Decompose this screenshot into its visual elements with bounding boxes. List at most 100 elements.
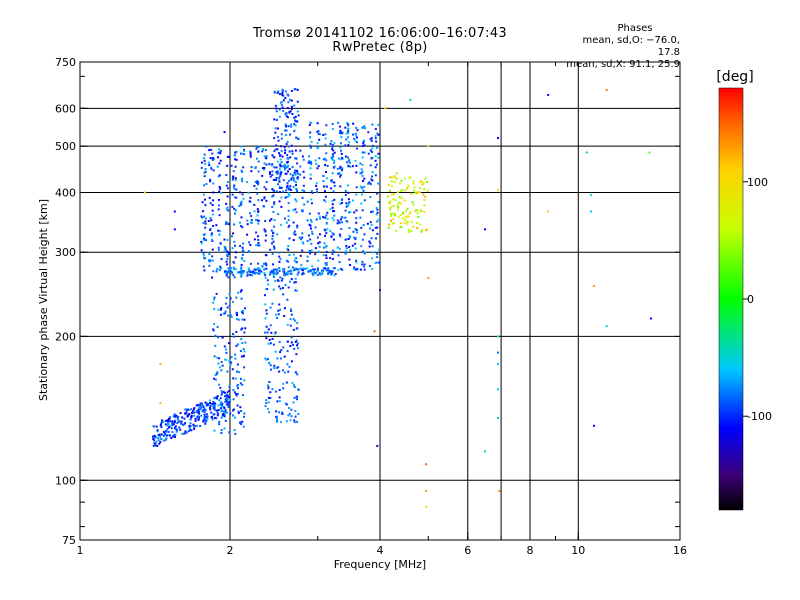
echo-point (224, 419, 227, 422)
echo-point (281, 92, 284, 95)
echo-point (340, 152, 343, 155)
echo-point (283, 270, 286, 273)
echo-point (412, 189, 415, 192)
echo-point (213, 417, 216, 420)
echo-point (262, 205, 265, 208)
echo-point (363, 251, 366, 254)
echo-point (246, 233, 249, 236)
echo-point (276, 170, 279, 173)
echo-point (346, 220, 349, 223)
echo-point (240, 266, 243, 269)
echo-point (216, 165, 219, 168)
echo-point (204, 409, 207, 412)
echo-point (340, 158, 343, 161)
echo-point (375, 213, 378, 216)
echo-point (273, 118, 276, 121)
echo-point (200, 249, 203, 252)
echo-point (270, 218, 273, 221)
echo-point (318, 271, 321, 274)
echo-point (288, 237, 291, 240)
echo-point (275, 107, 278, 110)
echo-point (209, 217, 212, 220)
echo-point (331, 270, 334, 273)
echo-point (405, 210, 408, 213)
echo-point (346, 161, 349, 164)
echo-point (203, 256, 206, 259)
echo-point (289, 188, 292, 191)
echo-point (227, 402, 230, 405)
echo-point (180, 420, 183, 423)
echo-point (164, 432, 167, 435)
echo-point (281, 94, 284, 97)
echo-point (174, 433, 177, 436)
echo-point (340, 131, 343, 134)
echo-point (200, 240, 203, 243)
echo-point (255, 231, 258, 234)
echo-point (267, 283, 270, 286)
echo-point (210, 148, 213, 151)
echo-point (288, 365, 291, 368)
echo-point (316, 236, 319, 239)
echo-point (309, 167, 312, 170)
y-tick-label: 600 (55, 102, 76, 115)
echo-point (225, 184, 228, 187)
echo-point (347, 164, 350, 167)
echo-point (303, 176, 306, 179)
echo-point (294, 173, 297, 176)
echo-point (237, 410, 240, 413)
echo-point (294, 289, 297, 292)
echo-point (219, 149, 222, 152)
echo-point (232, 260, 235, 263)
echo-point (281, 369, 284, 372)
echo-point (354, 247, 357, 250)
echo-point (326, 217, 329, 220)
echo-point (324, 200, 327, 203)
echo-point (287, 209, 290, 212)
echo-point (210, 234, 213, 237)
echo-point (271, 206, 274, 209)
echo-point (156, 429, 159, 432)
echo-point (330, 156, 333, 159)
echo-point (163, 430, 166, 433)
echo-point (290, 270, 293, 273)
echo-point (301, 189, 304, 192)
echo-point (193, 427, 196, 430)
echo-point (311, 232, 314, 235)
echo-point (218, 383, 221, 386)
y-tick-label: 100 (55, 474, 76, 487)
echo-point (213, 405, 216, 408)
echo-point (286, 350, 289, 353)
echo-point (265, 399, 268, 402)
echo-point (289, 133, 292, 136)
echo-point (214, 378, 217, 381)
echo-point (264, 405, 267, 408)
echo-point (283, 272, 286, 275)
echo-point (178, 420, 181, 423)
echo-point (404, 189, 407, 192)
echo-point (226, 155, 229, 158)
echo-point (275, 390, 278, 393)
echo-point (227, 209, 230, 212)
echo-point (325, 250, 328, 253)
echo-point (356, 129, 359, 132)
echo-point (232, 398, 235, 401)
echo-point (266, 279, 269, 282)
chart-subtitle: RwPretec (8p) (332, 40, 428, 55)
echo-point (249, 155, 252, 158)
echo-point (171, 420, 174, 423)
echo-point (216, 268, 219, 271)
echo-point (395, 229, 398, 232)
echo-point (221, 392, 224, 395)
echo-point (232, 170, 235, 173)
echo-point (301, 209, 304, 212)
echo-point (264, 357, 267, 360)
echo-point (224, 409, 227, 412)
echo-point (370, 237, 373, 240)
echo-point (260, 199, 263, 202)
echo-point (240, 311, 243, 314)
echo-point (278, 269, 281, 272)
echo-point (225, 202, 228, 205)
echo-point (219, 265, 222, 268)
echo-point (233, 240, 236, 243)
echo-point (268, 163, 271, 166)
